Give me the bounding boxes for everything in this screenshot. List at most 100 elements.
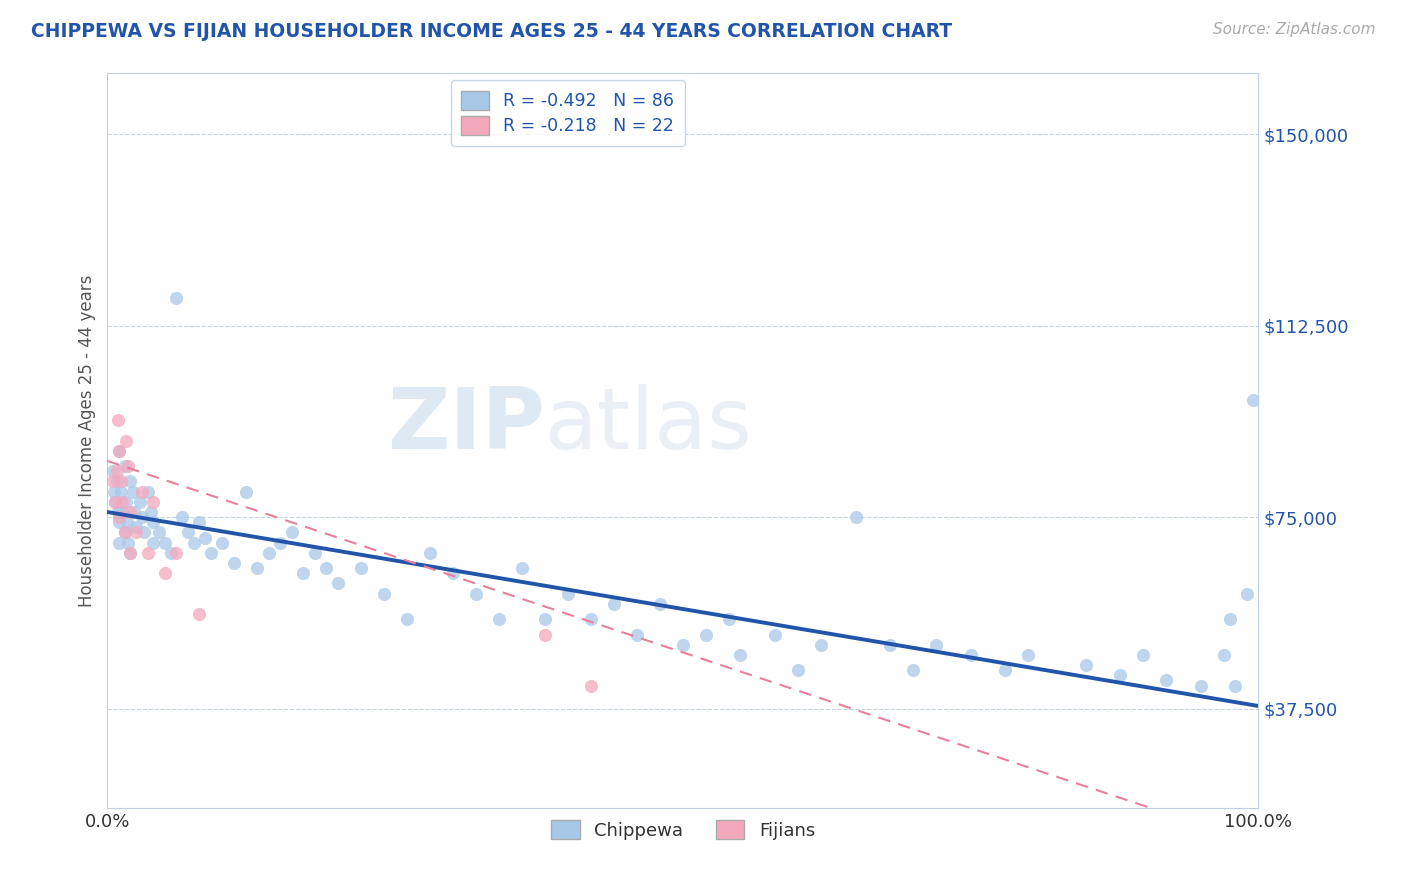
Point — [114, 459, 136, 474]
Point — [326, 576, 349, 591]
Point — [107, 505, 129, 519]
Point — [464, 587, 486, 601]
Point — [1236, 587, 1258, 601]
Point — [879, 638, 901, 652]
Point — [105, 464, 128, 478]
Point — [194, 531, 217, 545]
Point — [211, 535, 233, 549]
Point — [763, 627, 786, 641]
Point — [110, 484, 132, 499]
Point — [110, 475, 132, 489]
Point — [626, 627, 648, 641]
Point — [280, 525, 302, 540]
Text: CHIPPEWA VS FIJIAN HOUSEHOLDER INCOME AGES 25 - 44 YEARS CORRELATION CHART: CHIPPEWA VS FIJIAN HOUSEHOLDER INCOME AG… — [31, 22, 952, 41]
Point — [131, 510, 153, 524]
Text: ZIP: ZIP — [387, 384, 544, 467]
Point — [153, 566, 176, 581]
Point — [183, 535, 205, 549]
Point — [172, 510, 194, 524]
Point — [901, 663, 924, 677]
Legend: Chippewa, Fijians: Chippewa, Fijians — [551, 820, 815, 839]
Point — [730, 648, 752, 662]
Point — [142, 515, 165, 529]
Point — [1017, 648, 1039, 662]
Point — [188, 607, 211, 621]
Point — [188, 515, 211, 529]
Point — [1156, 673, 1178, 688]
Point — [1225, 679, 1247, 693]
Point — [1074, 658, 1097, 673]
Point — [101, 475, 124, 489]
Point — [125, 520, 148, 534]
Point — [246, 561, 269, 575]
Point — [142, 535, 165, 549]
Point — [104, 495, 127, 509]
Point — [488, 612, 510, 626]
Point — [579, 612, 602, 626]
Point — [1109, 668, 1132, 682]
Point — [959, 648, 981, 662]
Point — [1213, 648, 1236, 662]
Point — [153, 535, 176, 549]
Point — [125, 525, 148, 540]
Point — [648, 597, 671, 611]
Point — [120, 475, 142, 489]
Point — [257, 546, 280, 560]
Point — [695, 627, 717, 641]
Point — [101, 464, 124, 478]
Point — [845, 510, 868, 524]
Point — [925, 638, 948, 652]
Point — [121, 484, 143, 499]
Point — [1132, 648, 1154, 662]
Point — [114, 525, 136, 540]
Point — [419, 546, 441, 560]
Point — [136, 546, 159, 560]
Point — [533, 627, 555, 641]
Point — [139, 505, 162, 519]
Point — [1219, 612, 1241, 626]
Y-axis label: Householder Income Ages 25 - 44 years: Householder Income Ages 25 - 44 years — [79, 275, 96, 607]
Point — [441, 566, 464, 581]
Point — [1189, 679, 1212, 693]
Point — [105, 475, 128, 489]
Point — [557, 587, 579, 601]
Point — [315, 561, 337, 575]
Point — [111, 495, 134, 509]
Point — [114, 525, 136, 540]
Point — [108, 535, 131, 549]
Point — [533, 612, 555, 626]
Point — [108, 443, 131, 458]
Text: atlas: atlas — [544, 384, 752, 467]
Point — [579, 679, 602, 693]
Point — [120, 546, 142, 560]
Point — [117, 535, 139, 549]
Point — [1241, 392, 1264, 407]
Point — [165, 291, 187, 305]
Point — [269, 535, 291, 549]
Point — [373, 587, 395, 601]
Point — [510, 561, 533, 575]
Point — [200, 546, 222, 560]
Text: Source: ZipAtlas.com: Source: ZipAtlas.com — [1212, 22, 1375, 37]
Point — [672, 638, 695, 652]
Point — [304, 546, 326, 560]
Point — [994, 663, 1017, 677]
Point — [122, 505, 145, 519]
Point — [108, 510, 131, 524]
Point — [103, 484, 125, 499]
Point — [107, 413, 129, 427]
Point — [349, 561, 371, 575]
Point — [810, 638, 832, 652]
Point — [117, 459, 139, 474]
Point — [111, 505, 134, 519]
Point — [120, 505, 142, 519]
Point — [108, 515, 131, 529]
Point — [142, 495, 165, 509]
Point — [120, 546, 142, 560]
Point — [177, 525, 200, 540]
Point — [104, 495, 127, 509]
Point — [159, 546, 181, 560]
Point — [235, 484, 257, 499]
Point — [222, 556, 245, 570]
Point — [148, 525, 170, 540]
